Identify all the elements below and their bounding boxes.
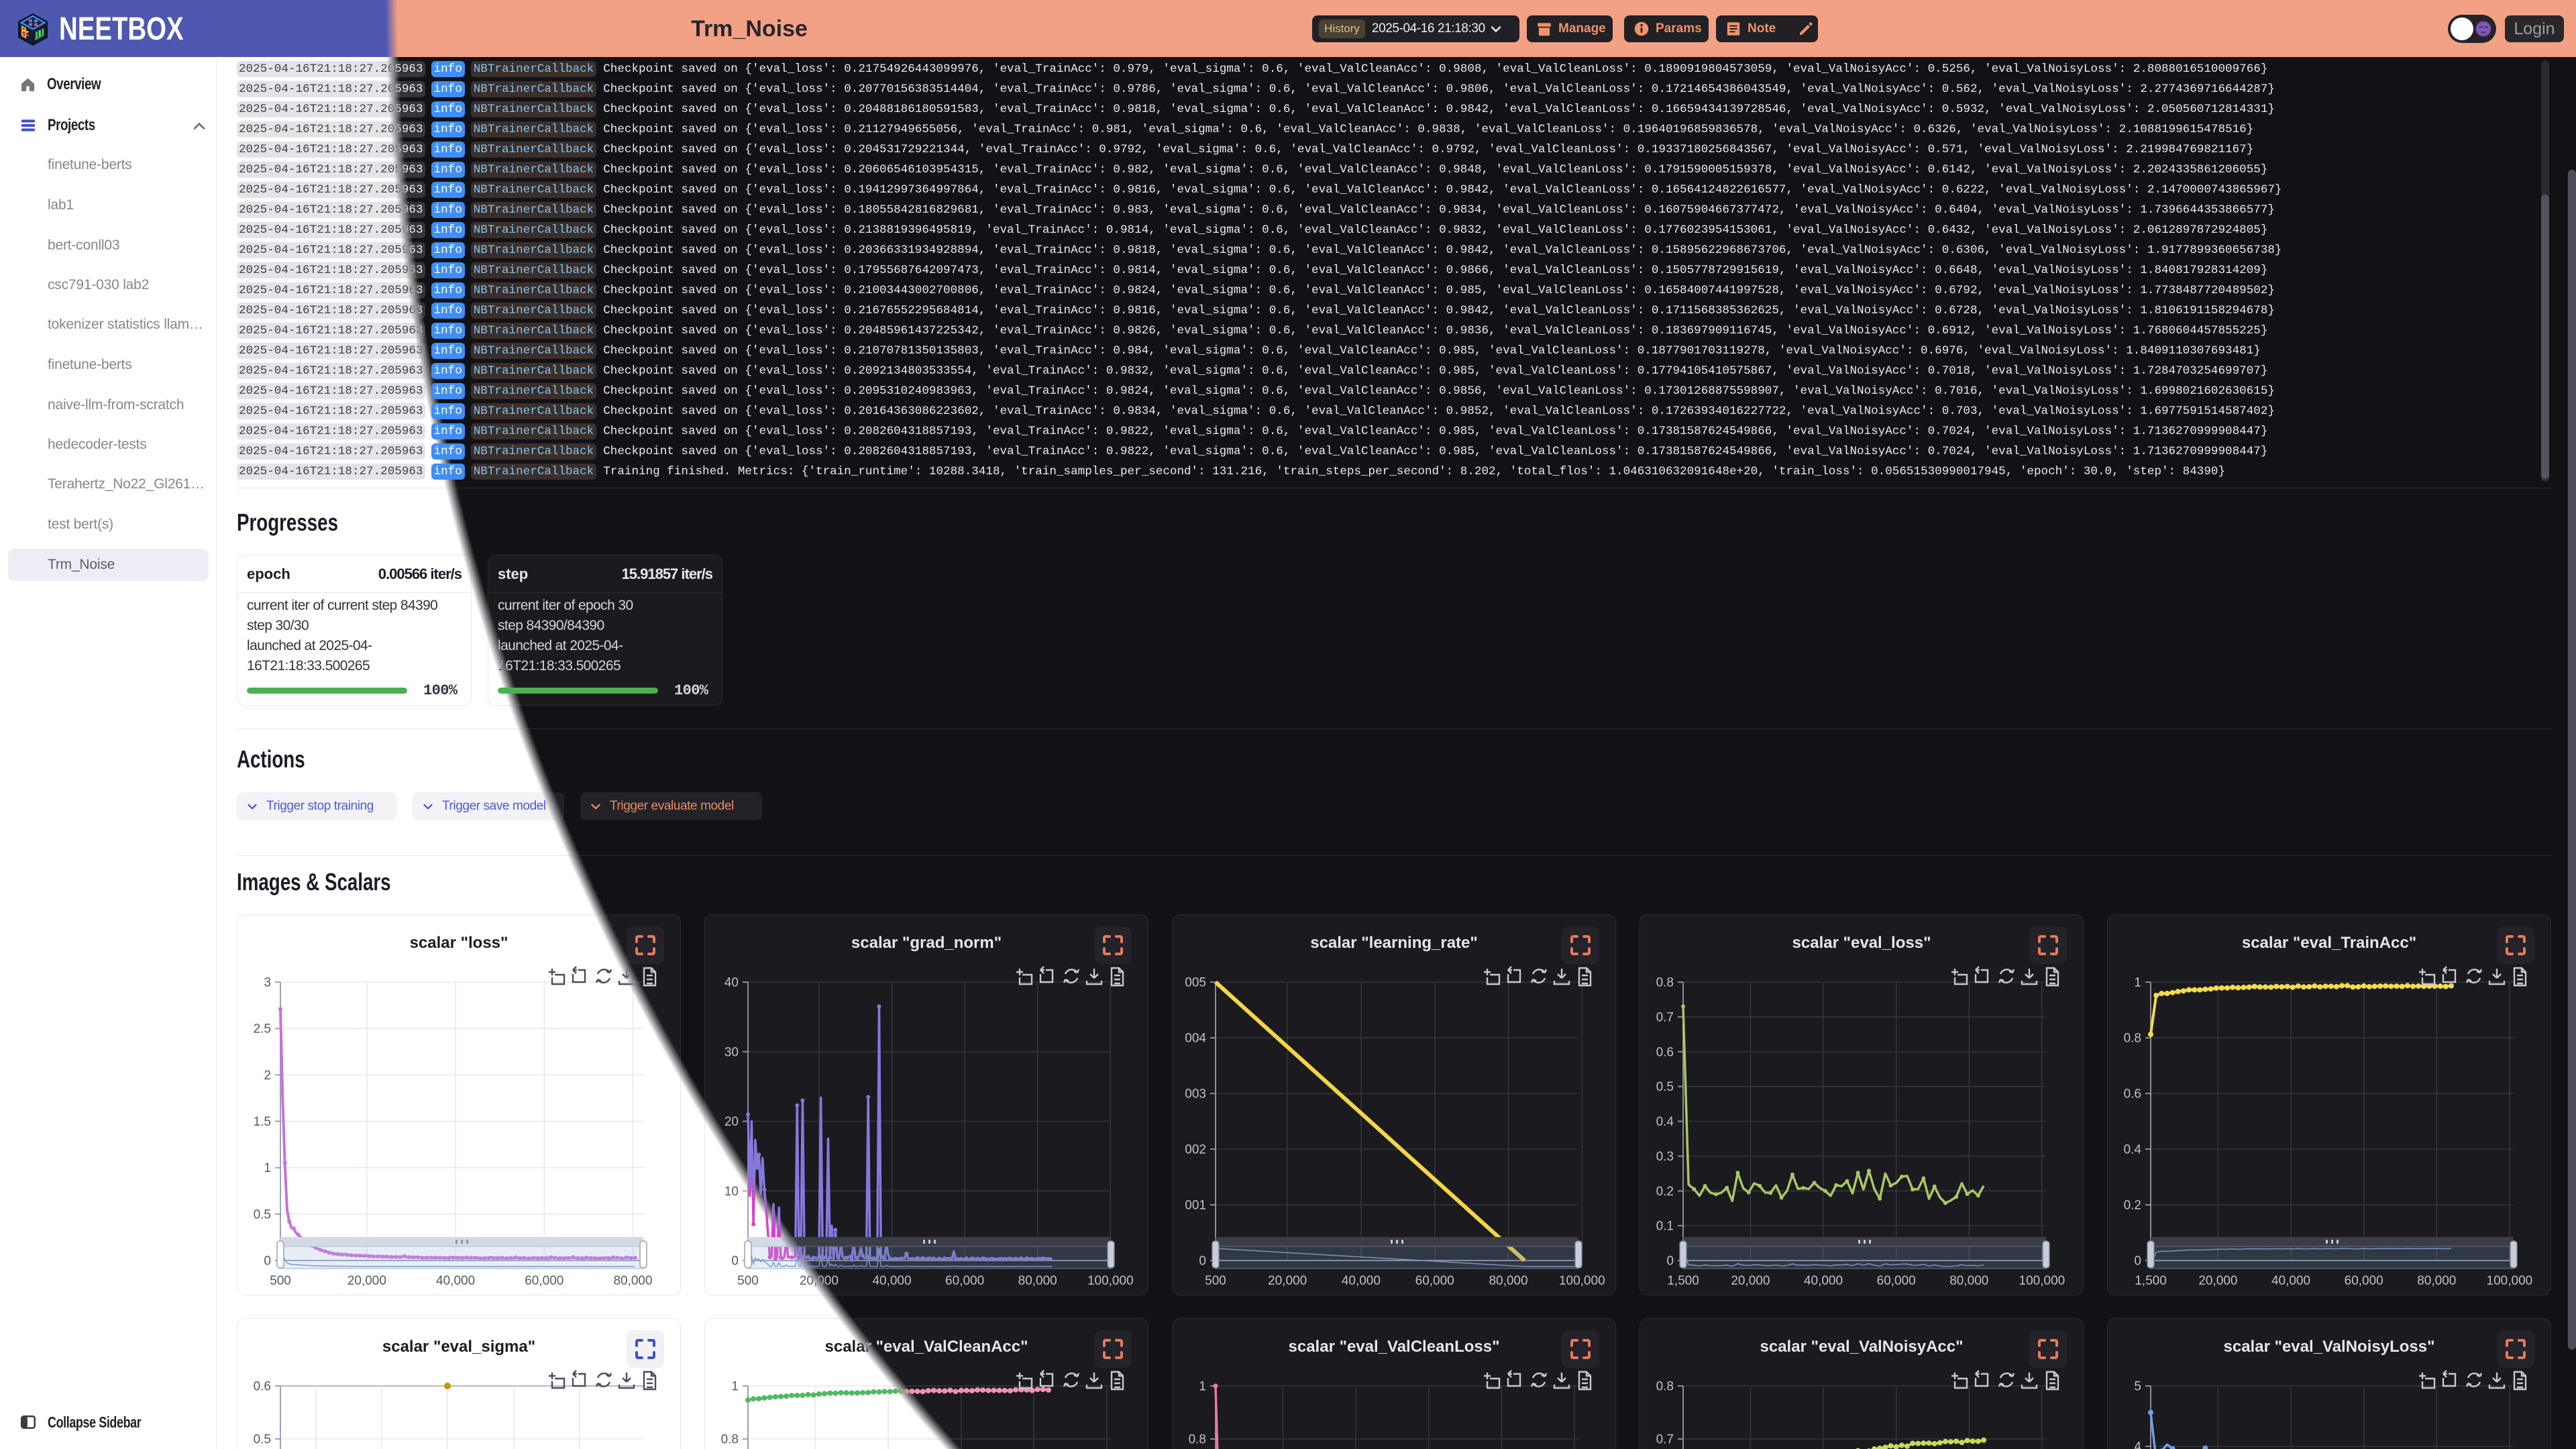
svg-text:0.5: 0.5 (1656, 1080, 1674, 1094)
svg-text:80,000: 80,000 (2417, 1274, 2456, 1288)
svg-text:5: 5 (2134, 1380, 2141, 1394)
svg-text:80,000: 80,000 (1018, 1274, 1057, 1288)
svg-text:0: 0 (731, 1254, 739, 1269)
svg-text:0.5: 0.5 (254, 1433, 271, 1447)
svg-text:20: 20 (724, 1115, 739, 1129)
svg-text:500: 500 (1205, 1274, 1226, 1288)
svg-text:60,000: 60,000 (525, 1274, 564, 1288)
svg-text:004: 004 (1185, 1032, 1206, 1046)
svg-text:0: 0 (264, 1254, 271, 1269)
svg-text:40,000: 40,000 (2271, 1274, 2310, 1288)
svg-text:0.2: 0.2 (1656, 1185, 1674, 1199)
svg-text:500: 500 (737, 1274, 759, 1288)
svg-text:0.8: 0.8 (1189, 1433, 1206, 1447)
svg-text:0.8: 0.8 (721, 1433, 739, 1447)
svg-text:1: 1 (264, 1161, 271, 1175)
svg-text:60,000: 60,000 (1415, 1274, 1454, 1288)
svg-text:1: 1 (2134, 976, 2141, 990)
svg-text:60,000: 60,000 (1877, 1274, 1916, 1288)
svg-text:20,000: 20,000 (347, 1274, 386, 1288)
svg-text:0.4: 0.4 (1656, 1115, 1674, 1129)
svg-text:0.8: 0.8 (2124, 1032, 2141, 1046)
svg-text:100,000: 100,000 (1087, 1274, 1134, 1288)
svg-text:1,500: 1,500 (2135, 1274, 2167, 1288)
svg-text:2.5: 2.5 (254, 1022, 271, 1036)
svg-text:80,000: 80,000 (1489, 1274, 1527, 1288)
svg-text:20,000: 20,000 (2198, 1274, 2237, 1288)
svg-text:0.1: 0.1 (1656, 1220, 1674, 1234)
svg-text:60,000: 60,000 (945, 1274, 984, 1288)
svg-text:80,000: 80,000 (613, 1274, 652, 1288)
svg-text:1: 1 (1199, 1380, 1206, 1394)
svg-text:001: 001 (1185, 1199, 1206, 1213)
svg-text:1: 1 (731, 1380, 739, 1394)
svg-text:0.6: 0.6 (2124, 1087, 2141, 1102)
svg-text:500: 500 (270, 1274, 291, 1288)
svg-text:0.6: 0.6 (254, 1380, 271, 1394)
svg-text:80,000: 80,000 (1949, 1274, 1988, 1288)
svg-text:0.3: 0.3 (1656, 1150, 1674, 1164)
svg-text:100,000: 100,000 (2019, 1274, 2065, 1288)
svg-text:40: 40 (724, 976, 739, 990)
svg-text:100,000: 100,000 (2487, 1274, 2533, 1288)
svg-text:1.5: 1.5 (254, 1115, 271, 1129)
svg-text:0.4: 0.4 (2124, 1143, 2142, 1157)
svg-text:1,500: 1,500 (1667, 1274, 1699, 1288)
svg-text:0.5: 0.5 (254, 1208, 271, 1222)
svg-text:0: 0 (2134, 1254, 2141, 1269)
svg-text:0.6: 0.6 (1656, 1045, 1674, 1059)
svg-text:30: 30 (724, 1045, 739, 1059)
svg-text:40,000: 40,000 (436, 1274, 475, 1288)
svg-text:20,000: 20,000 (800, 1274, 839, 1288)
svg-text:20,000: 20,000 (1731, 1274, 1770, 1288)
svg-text:40,000: 40,000 (872, 1274, 911, 1288)
svg-text:003: 003 (1185, 1087, 1206, 1102)
svg-text:100,000: 100,000 (1559, 1274, 1605, 1288)
svg-text:40,000: 40,000 (1342, 1274, 1381, 1288)
svg-text:10: 10 (724, 1185, 739, 1199)
svg-text:0.2: 0.2 (2124, 1199, 2141, 1213)
svg-text:2: 2 (264, 1069, 271, 1083)
svg-text:3: 3 (264, 976, 271, 990)
svg-text:0.8: 0.8 (1656, 976, 1674, 990)
svg-text:005: 005 (1185, 976, 1206, 990)
svg-text:0: 0 (1666, 1254, 1674, 1269)
svg-text:0.7: 0.7 (1656, 1010, 1674, 1024)
svg-text:0.7: 0.7 (1656, 1433, 1674, 1447)
svg-text:40,000: 40,000 (1804, 1274, 1843, 1288)
svg-text:4: 4 (2134, 1440, 2141, 1449)
svg-text:0.8: 0.8 (1656, 1380, 1674, 1394)
svg-text:002: 002 (1185, 1143, 1206, 1157)
svg-text:20,000: 20,000 (1268, 1274, 1307, 1288)
svg-text:0: 0 (1199, 1254, 1206, 1269)
svg-text:60,000: 60,000 (2345, 1274, 2383, 1288)
